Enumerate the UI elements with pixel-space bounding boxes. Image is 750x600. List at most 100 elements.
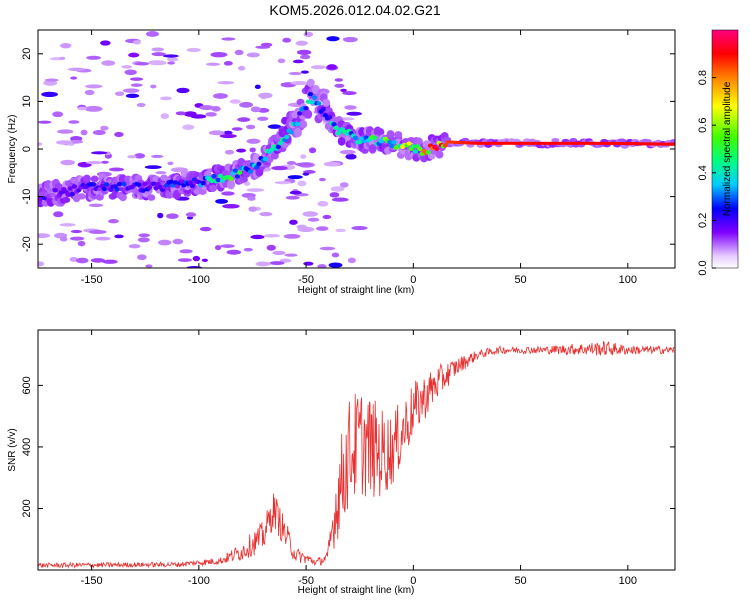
spectrogram-noise-cell bbox=[351, 226, 368, 231]
spectrogram-ridge-cell bbox=[352, 135, 359, 141]
spectrogram-noise-cell bbox=[334, 78, 344, 82]
spectrogram-noise-cell bbox=[38, 142, 43, 146]
spectrogram-noise-cell bbox=[226, 249, 242, 255]
spectrogram-ridge-cell bbox=[217, 173, 223, 179]
spectrogram-noise-cell bbox=[223, 61, 233, 66]
spectrogram-noise-cell bbox=[219, 134, 237, 139]
spectrogram-noise-cell bbox=[86, 55, 101, 60]
colorbar-tick-label: 0.6 bbox=[697, 118, 709, 133]
snr-x-tick-label: 50 bbox=[514, 575, 526, 587]
snr-x-axis-label: Height of straight line (km) bbox=[298, 585, 415, 596]
spectrogram-ridge-cell bbox=[140, 188, 146, 193]
spectrogram-ridge-cell bbox=[232, 168, 238, 173]
spectrogram-ridge-cell bbox=[294, 121, 301, 127]
spectrogram-ridge-cell bbox=[284, 134, 290, 140]
spectrogram-noise-cell bbox=[133, 40, 141, 45]
spectrogram-ridge-cell bbox=[288, 130, 294, 135]
snr-y-tick-label: 200 bbox=[21, 499, 33, 517]
spectrogram-noise-cell bbox=[231, 127, 243, 131]
spectrogram-ridge-cell bbox=[256, 161, 262, 167]
spectrogram-halo-cell bbox=[62, 196, 71, 203]
spectrogram-ridge-cell bbox=[277, 140, 283, 146]
spectrogram-noise-cell bbox=[199, 105, 215, 111]
spectrogram-halo-cell bbox=[147, 194, 156, 201]
spectrogram-noise-cell bbox=[114, 131, 124, 138]
spectrogram-noise-cell bbox=[317, 264, 327, 268]
spectrogram-ridge-cell bbox=[387, 140, 393, 145]
spectrogram-cells bbox=[38, 30, 675, 268]
spectrogram-noise-cell bbox=[205, 62, 221, 66]
spectrogram-noise-cell bbox=[290, 81, 309, 86]
spectrogram-noise-cell bbox=[289, 219, 298, 225]
spectrogram-ridge-cell bbox=[146, 185, 153, 190]
spectrogram-noise-cell bbox=[234, 49, 244, 56]
spectrogram-noise-cell bbox=[286, 161, 297, 165]
spectrogram-noise-cell bbox=[215, 198, 228, 204]
spectrogram-halo-cell bbox=[322, 98, 331, 107]
colorbar: 0.0 0.2 0.4 0.6 0.8 Normalized spectral ampl… bbox=[697, 29, 739, 276]
spectrogram-ridge-cell bbox=[121, 181, 127, 187]
spectrogram-noise-cell bbox=[151, 52, 167, 57]
spectrogram-noise-cell bbox=[95, 236, 111, 241]
snr-y-tick-label: 400 bbox=[21, 438, 33, 456]
spectrogram-halo-cell bbox=[299, 119, 308, 129]
spectrogram-noise-cell bbox=[144, 165, 162, 169]
spectrogram-noise-cell bbox=[299, 54, 311, 60]
spectrogram-noise-cell bbox=[125, 93, 140, 99]
spectrogram-noise-cell bbox=[316, 226, 329, 231]
spectrogram-noise-cell bbox=[68, 120, 80, 124]
spectrogram-ridge-cell bbox=[153, 186, 159, 191]
snr-panel: -150 -100 -50 0 50 100 200 400 600 Height of st… bbox=[7, 329, 676, 596]
spectrogram-noise-cell bbox=[284, 253, 298, 257]
spectrogram-y-tick-label: 10 bbox=[21, 95, 33, 107]
spectrogram-ridge-cell bbox=[209, 178, 215, 184]
spectrogram-halo-cell bbox=[386, 130, 395, 139]
spectrogram-x-tick-label: -100 bbox=[188, 274, 210, 286]
spectrogram-noise-cell bbox=[84, 89, 95, 96]
spectrogram-noise-cell bbox=[302, 172, 310, 176]
spectrogram-noise-cell bbox=[246, 188, 265, 192]
chart-title: KOM5.2026.012.04.02.G21 bbox=[269, 2, 440, 18]
spectrogram-noise-cell bbox=[221, 191, 235, 196]
spectrogram-noise-cell bbox=[162, 54, 179, 58]
spectrogram-x-tick-label: 0 bbox=[410, 274, 416, 286]
colorbar-tick-label: 0.4 bbox=[697, 165, 709, 180]
spectrogram-y-tick-label: 20 bbox=[21, 48, 33, 60]
spectrogram-ridge-cell bbox=[262, 156, 268, 162]
spectrogram-ridge-cell bbox=[305, 99, 311, 104]
spectrogram-noise-cell bbox=[302, 211, 319, 217]
spectrogram-noise-cell bbox=[182, 124, 195, 130]
spectrogram-noise-cell bbox=[91, 151, 108, 155]
spectrogram-noise-cell bbox=[122, 88, 140, 93]
spectrogram-noise-cell bbox=[308, 147, 317, 154]
spectrogram-noise-cell bbox=[53, 211, 64, 218]
spectrogram-noise-cell bbox=[269, 261, 285, 266]
spectrogram-ridge-cell bbox=[179, 179, 185, 184]
spectrogram-noise-cell bbox=[92, 130, 106, 136]
spectrogram-noise-cell bbox=[70, 76, 78, 80]
snr-x-tick-label: 0 bbox=[410, 575, 416, 587]
spectrogram-noise-cell bbox=[151, 47, 164, 52]
spectrogram-noise-cell bbox=[160, 113, 170, 120]
spectrogram-ridge-cell bbox=[151, 181, 157, 186]
spectrogram-noise-cell bbox=[208, 130, 225, 136]
spectrogram-noise-cell bbox=[289, 190, 302, 195]
spectrogram-noise-cell bbox=[60, 42, 72, 49]
spectrogram-noise-cell bbox=[254, 84, 261, 90]
spectrogram-ridge-cell bbox=[307, 92, 313, 97]
spectrogram-halo-cell bbox=[337, 136, 346, 146]
spectrogram-ridge-cell bbox=[168, 179, 174, 184]
spectrogram-noise-cell bbox=[257, 116, 269, 121]
spectrogram-noise-cell bbox=[201, 258, 208, 262]
spectrogram-noise-cell bbox=[303, 261, 314, 266]
spectrogram-noise-cell bbox=[246, 52, 260, 58]
spectrogram-noise-cell bbox=[155, 171, 167, 175]
colorbar-tick-label: 0.2 bbox=[697, 213, 709, 228]
spectrogram-noise-cell bbox=[127, 155, 137, 159]
spectrogram-ridge-cell bbox=[211, 174, 217, 179]
spectrogram-noise-cell bbox=[166, 213, 179, 219]
spectrogram-noise-cell bbox=[59, 236, 68, 242]
spectrogram-ridge-cell bbox=[228, 176, 234, 181]
spectrogram-noise-cell bbox=[77, 106, 87, 111]
